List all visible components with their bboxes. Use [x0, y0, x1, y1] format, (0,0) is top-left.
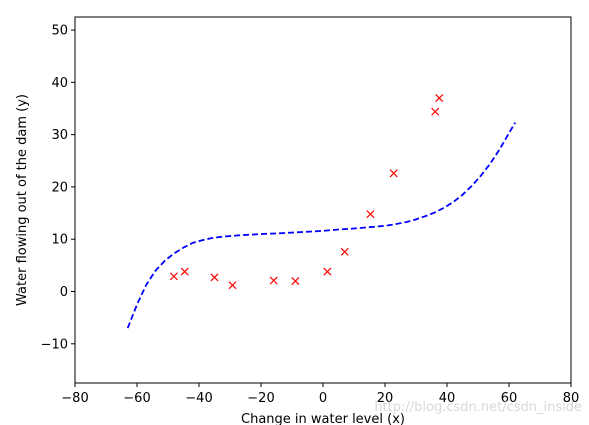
data-point	[228, 281, 237, 290]
data-point	[291, 277, 300, 286]
y-tick-label: 30	[51, 128, 68, 143]
x-axis-label: Change in water level (x)	[241, 412, 405, 425]
y-tick-label: 10	[51, 233, 68, 248]
x-tick-label: −40	[185, 391, 212, 406]
y-tick-label: 0	[60, 285, 68, 300]
watermark-text: http://blog.csdn.net/csdn_inside	[374, 400, 582, 415]
x-tick-label: −80	[61, 391, 88, 406]
x-tick-label: 60	[501, 391, 518, 406]
data-point	[431, 107, 440, 116]
x-axis-ticks: −80 −60 −40 −20 0 20 40 60 80	[61, 383, 579, 406]
plot-content	[126, 94, 516, 329]
x-tick-label: −20	[247, 391, 274, 406]
y-tick-label: 20	[51, 180, 68, 195]
x-tick-label: 20	[377, 391, 394, 406]
data-point	[210, 273, 219, 282]
x-tick-label: −60	[123, 391, 150, 406]
data-point	[389, 169, 398, 178]
data-point	[180, 267, 189, 276]
y-axis-ticks: −10 0 10 20 30 40 50	[41, 24, 75, 352]
y-tick-label: −10	[41, 337, 68, 352]
y-tick-label: 40	[51, 76, 68, 91]
x-tick-label: 80	[563, 391, 580, 406]
x-tick-label: 0	[319, 391, 327, 406]
data-point	[435, 94, 444, 103]
y-tick-label: 50	[51, 24, 68, 39]
x-tick-label: 40	[439, 391, 456, 406]
data-point	[169, 272, 178, 281]
fit-line	[126, 122, 516, 329]
data-point	[323, 267, 332, 276]
data-point	[269, 276, 278, 285]
data-point	[366, 210, 375, 219]
data-point	[340, 247, 349, 256]
y-axis-label: Water flowing out of the dam (y)	[15, 94, 30, 306]
